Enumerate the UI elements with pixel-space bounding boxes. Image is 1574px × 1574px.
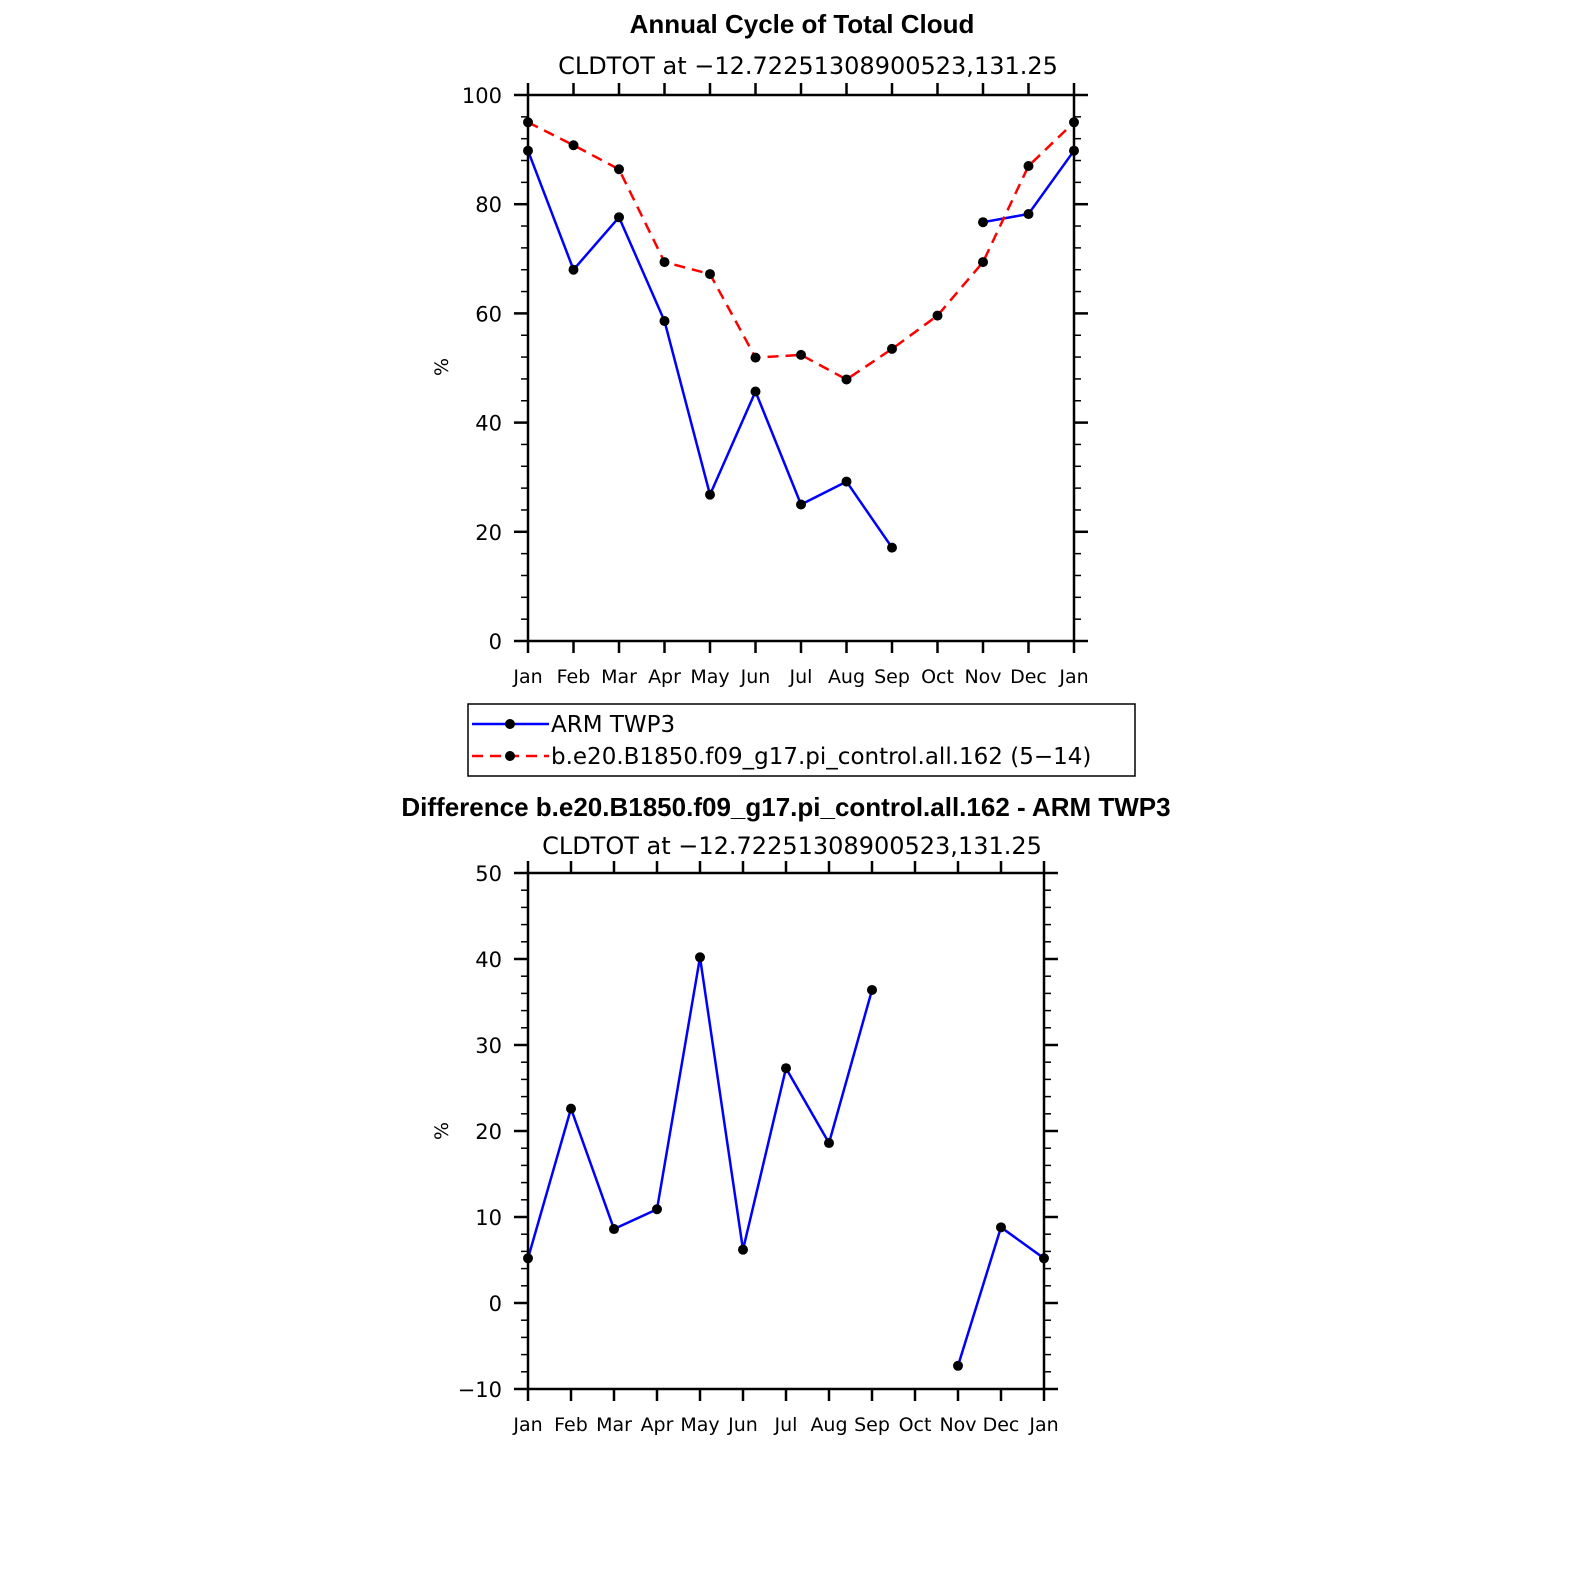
y-tick-label: 100	[462, 84, 502, 108]
data-point	[652, 1204, 662, 1215]
x-tick-label: May	[680, 1414, 719, 1436]
x-tick-label: Mar	[596, 1414, 632, 1436]
x-tick-label: Dec	[1010, 666, 1047, 688]
y-tick-label: 10	[475, 1206, 502, 1230]
x-tick-label: Aug	[810, 1414, 847, 1436]
x-tick-label: Oct	[899, 1414, 932, 1436]
data-point	[932, 310, 943, 321]
chart1-subtitle: CLDTOT at −12.72251308900523,131.25	[558, 52, 1058, 80]
series-line	[526, 149, 1076, 549]
data-point	[953, 1360, 963, 1371]
difference-chart: Difference b.e20.B1850.f09_g17.pi_contro…	[401, 792, 1170, 1436]
data-point	[824, 1138, 834, 1149]
series-0	[523, 952, 1049, 1371]
data-point	[796, 499, 806, 510]
chart1-legend: ARM TWP3 b.e20.B1850.f09_g17.pi_control.…	[467, 703, 1136, 777]
x-tick-label: Jan	[1028, 1414, 1058, 1436]
chart1-title: Annual Cycle of Total Cloud	[630, 9, 975, 39]
x-tick-label: Feb	[557, 666, 591, 688]
x-tick-label: Jul	[774, 1414, 798, 1436]
y-tick-label: 40	[475, 948, 502, 972]
x-tick-label: Feb	[554, 1414, 588, 1436]
data-point	[705, 489, 715, 500]
legend-marker-arm	[505, 719, 515, 729]
chart1-y-axis-label: %	[431, 358, 453, 376]
y-tick-label: 20	[475, 1120, 502, 1144]
x-tick-label: Dec	[983, 1414, 1020, 1436]
data-point	[887, 343, 897, 354]
x-tick-label: Apr	[641, 1414, 674, 1436]
data-point	[695, 952, 705, 963]
x-tick-label: Aug	[828, 666, 865, 688]
data-point	[566, 1103, 576, 1114]
chart2-plot-frame	[526, 871, 1046, 1391]
data-point	[659, 257, 670, 268]
chart2-subtitle: CLDTOT at −12.72251308900523,131.25	[542, 832, 1042, 860]
y-tick-label: 0	[489, 1292, 502, 1316]
data-point	[887, 542, 897, 553]
annual-cycle-chart: Annual Cycle of Total Cloud CLDTOT at −1…	[431, 9, 1089, 688]
x-tick-label: Jul	[789, 666, 813, 688]
series-0	[523, 145, 1079, 553]
x-tick-label: Oct	[921, 666, 954, 688]
y-tick-label: 50	[475, 862, 502, 886]
y-tick-label: 80	[475, 193, 502, 217]
data-point	[978, 217, 988, 228]
chart2-title: Difference b.e20.B1850.f09_g17.pi_contro…	[401, 792, 1170, 822]
legend-box	[467, 703, 1136, 777]
data-point	[609, 1224, 619, 1235]
data-point	[750, 352, 761, 363]
y-tick-label: 60	[475, 302, 502, 326]
x-tick-label: Jun	[740, 666, 771, 688]
y-tick-label: 40	[475, 412, 502, 436]
x-tick-label: Sep	[854, 1414, 890, 1436]
x-tick-label: Sep	[874, 666, 910, 688]
data-point	[705, 269, 715, 280]
legend-marker-model	[505, 751, 515, 761]
y-tick-label: 0	[489, 630, 502, 654]
x-tick-label: Nov	[939, 1414, 976, 1436]
data-point	[867, 984, 877, 995]
legend-label-model: b.e20.B1850.f09_g17.pi_control.all.162 (…	[551, 744, 1091, 770]
series-1	[523, 117, 1079, 385]
legend-label-arm: ARM TWP3	[551, 712, 675, 738]
chart2-y-axis-label: %	[431, 1122, 453, 1140]
data-point	[568, 264, 579, 275]
data-point	[978, 257, 988, 268]
data-point	[659, 316, 670, 327]
y-tick-label: −10	[458, 1378, 502, 1402]
data-point	[841, 476, 852, 487]
data-point	[568, 140, 579, 151]
x-tick-label: Mar	[601, 666, 637, 688]
x-tick-label: Jan	[512, 666, 542, 688]
y-tick-label: 20	[475, 521, 502, 545]
data-point	[738, 1244, 748, 1255]
data-point	[614, 164, 624, 175]
data-point	[781, 1063, 791, 1074]
x-tick-label: May	[690, 666, 729, 688]
x-tick-label: Apr	[648, 666, 681, 688]
series-line	[527, 121, 1075, 381]
data-point	[996, 1222, 1006, 1233]
x-tick-label: Jun	[727, 1414, 758, 1436]
data-point	[750, 386, 761, 397]
x-tick-label: Nov	[964, 666, 1001, 688]
chart1-plot-frame	[526, 93, 1076, 643]
data-point	[1023, 209, 1034, 220]
x-tick-label: Jan	[1058, 666, 1088, 688]
data-point	[796, 349, 806, 360]
y-tick-label: 30	[475, 1034, 502, 1058]
x-tick-label: Jan	[512, 1414, 542, 1436]
data-point	[1023, 160, 1034, 171]
data-point	[614, 212, 624, 223]
data-point	[841, 374, 852, 385]
series-line	[526, 957, 1045, 1367]
